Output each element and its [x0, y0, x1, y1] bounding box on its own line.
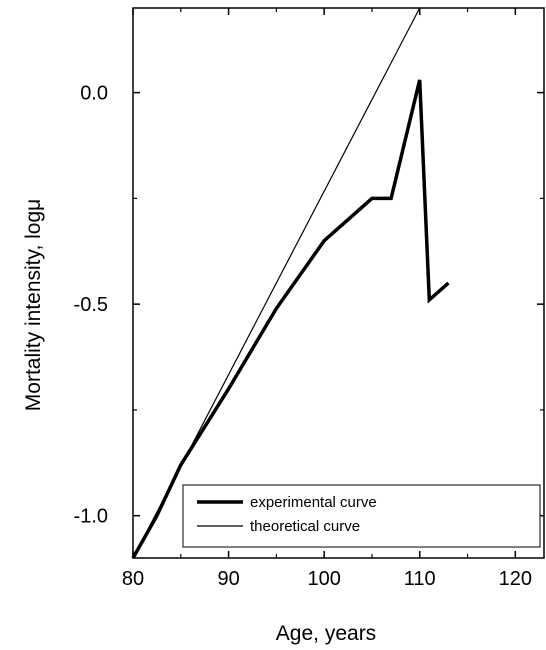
x-tick-label: 100: [307, 568, 340, 590]
x-tick-label: 120: [499, 568, 532, 590]
plot-frame: [132, 7, 545, 559]
legend-label: theoretical curve: [250, 518, 360, 535]
legend-box: [182, 484, 541, 548]
y-tick-label: 0.0: [80, 83, 108, 105]
y-tick-label: -0.5: [74, 294, 108, 316]
x-tick-label: 80: [122, 568, 144, 590]
legend: experimental curve theoretical curve: [182, 484, 541, 548]
theoretical-curve-line: [132, 7, 421, 559]
axis-ticks: [132, 8, 544, 558]
legend-label: experimental curve: [250, 494, 377, 511]
y-tick-label: -1.0: [74, 506, 108, 528]
y-axis-title: Mortality intensity, logμ: [22, 199, 45, 411]
axis-tick-labels: 80 90 100 110 120 -1.0 -0.5 0.0: [74, 83, 532, 590]
x-tick-label: 90: [217, 568, 239, 590]
plot-border: [132, 7, 545, 559]
series-lines: [131, 7, 450, 559]
x-tick-label: 110: [404, 568, 436, 590]
x-axis-title: Age, years: [276, 622, 376, 645]
